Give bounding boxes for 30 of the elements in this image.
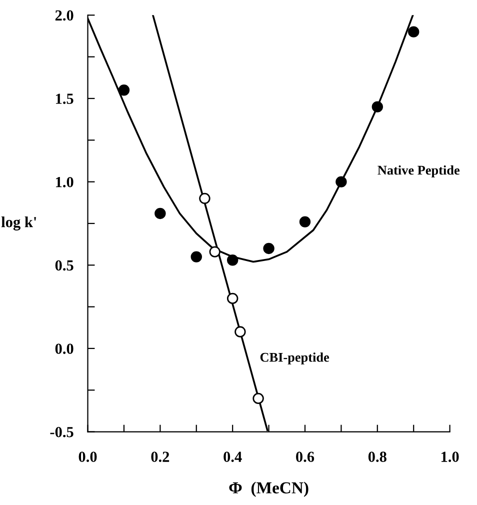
point — [372, 101, 384, 112]
x-tick-label: 0.6 — [296, 452, 314, 462]
point — [118, 84, 130, 96]
annotation: Native Peptide — [378, 165, 460, 178]
x-axis-title: Φ (MeCN) — [229, 482, 308, 497]
point — [190, 251, 202, 262]
point — [234, 326, 246, 338]
y-tick-label: 2.0 — [55, 10, 74, 21]
point — [336, 176, 347, 188]
y-tick-label: 1.0 — [56, 176, 74, 188]
x-tick-label: 1.0 — [441, 452, 459, 462]
x-tick-label: 0.4 — [224, 452, 242, 462]
x-tick-label: 0.0 — [78, 452, 97, 462]
annotation: CBI-peptide — [260, 352, 330, 364]
point — [252, 392, 264, 404]
point — [154, 208, 166, 220]
point — [263, 242, 274, 254]
point — [209, 246, 220, 258]
x-tick-label: 0.8 — [368, 452, 386, 462]
x-tick-label: 0.2 — [151, 452, 170, 462]
y-tick-label: 1.5 — [56, 94, 74, 104]
point — [226, 292, 238, 304]
y-axis-title: log k' — [1, 216, 36, 230]
y-tick-label: -0.5 — [50, 426, 74, 438]
point — [299, 216, 311, 228]
point — [408, 26, 420, 38]
y-tick-label: 0.5 — [55, 260, 74, 271]
point — [226, 254, 238, 266]
point — [199, 192, 210, 204]
y-tick-label: 0.0 — [55, 344, 74, 354]
